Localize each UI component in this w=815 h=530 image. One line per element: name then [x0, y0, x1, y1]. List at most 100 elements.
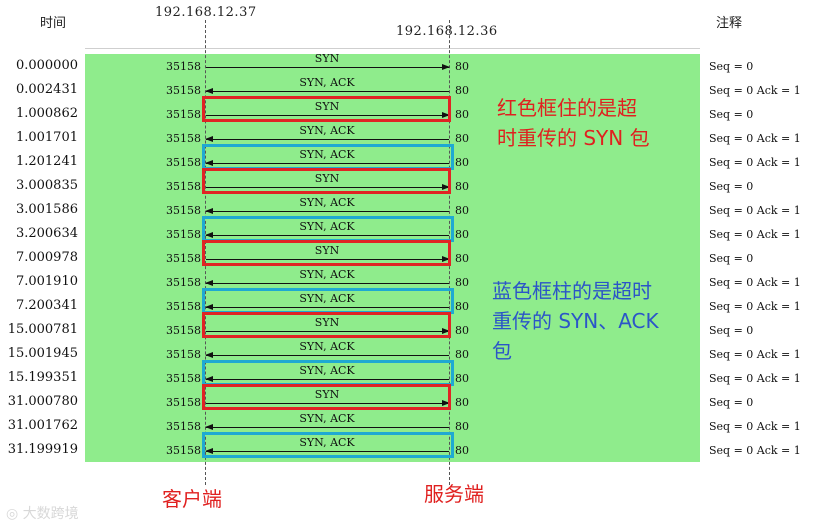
blue-box-annotation: 蓝色框柱的是超时 重传的 SYN、ACK 包: [492, 276, 659, 366]
row-dest-port: 80: [455, 108, 469, 121]
row-source-port: 35158: [166, 372, 201, 385]
row-source-port: 35158: [166, 204, 201, 217]
row-time: 0.002431: [15, 82, 78, 97]
row-time: 31.000780: [7, 394, 78, 409]
row-time: 31.001762: [7, 418, 78, 433]
client-label: 客户端: [162, 487, 222, 511]
arrow-server-to-client: [205, 304, 449, 310]
row-message-label: SYN, ACK: [299, 292, 355, 305]
row-time: 3.200634: [15, 226, 78, 241]
row-dest-port: 80: [455, 204, 469, 217]
watermark-text: 大数跨境: [22, 506, 79, 522]
server-ip-label: 192.168.12.36: [396, 24, 498, 39]
row-source-port: 35158: [166, 396, 201, 409]
row-dest-port: 80: [455, 228, 469, 241]
row-source-port: 35158: [166, 84, 201, 97]
row-message-label: SYN, ACK: [299, 76, 355, 89]
row-note: Seq = 0 Ack = 1: [709, 84, 801, 97]
row-message-label: SYN, ACK: [299, 364, 355, 377]
row-time: 7.000978: [15, 250, 78, 265]
row-note: Seq = 0 Ack = 1: [709, 156, 801, 169]
arrow-client-to-server: [206, 184, 450, 190]
row-note: Seq = 0: [709, 324, 754, 337]
row-message-label: SYN, ACK: [299, 124, 355, 137]
row-note: Seq = 0 Ack = 1: [709, 444, 801, 457]
note-column-header: 注释: [716, 16, 743, 31]
row-source-port: 35158: [166, 444, 201, 457]
row-dest-port: 80: [455, 372, 469, 385]
row-note: Seq = 0: [709, 396, 754, 409]
row-dest-port: 80: [455, 396, 469, 409]
row-note: Seq = 0: [709, 108, 754, 121]
row-source-port: 35158: [166, 300, 201, 313]
row-note: Seq = 0 Ack = 1: [709, 348, 801, 361]
row-note: Seq = 0: [709, 180, 754, 193]
row-note: Seq = 0 Ack = 1: [709, 228, 801, 241]
row-dest-port: 80: [455, 420, 469, 433]
watermark-logo-icon: ◎: [6, 506, 19, 522]
row-message-label: SYN: [314, 244, 340, 257]
row-time: 15.001945: [7, 346, 78, 361]
blue-annotation-line-2: 重传的 SYN、ACK: [492, 309, 659, 333]
arrow-server-to-client: [205, 280, 449, 286]
row-source-port: 35158: [166, 156, 201, 169]
arrow-server-to-client: [205, 88, 449, 94]
arrow-server-to-client: [205, 448, 449, 454]
row-time: 7.001910: [15, 274, 78, 289]
row-message-label: SYN: [314, 100, 340, 113]
row-source-port: 35158: [166, 180, 201, 193]
row-note: Seq = 0 Ack = 1: [709, 276, 801, 289]
row-time: 15.000781: [7, 322, 78, 337]
header-divider: [85, 48, 700, 49]
row-time: 3.000835: [15, 178, 78, 193]
row-time: 15.199351: [7, 370, 78, 385]
row-source-port: 35158: [166, 348, 201, 361]
row-message-label: SYN, ACK: [299, 148, 355, 161]
row-message-label: SYN, ACK: [299, 268, 355, 281]
row-message-label: SYN, ACK: [299, 220, 355, 233]
arrow-server-to-client: [205, 376, 449, 382]
row-message-label: SYN: [314, 388, 340, 401]
arrow-client-to-server: [206, 256, 450, 262]
row-message-label: SYN: [314, 52, 340, 65]
red-highlight-box: [202, 240, 451, 266]
row-time: 0.000000: [15, 58, 78, 73]
arrow-server-to-client: [205, 160, 449, 166]
row-source-port: 35158: [166, 228, 201, 241]
arrow-client-to-server: [206, 112, 450, 118]
arrow-client-to-server: [206, 328, 450, 334]
row-message-label: SYN: [314, 316, 340, 329]
red-annotation-line-2: 时重传的 SYN 包: [497, 126, 650, 150]
red-highlight-box: [202, 96, 451, 122]
blue-highlight-box: [202, 288, 454, 314]
arrow-server-to-client: [205, 208, 449, 214]
row-dest-port: 80: [455, 60, 469, 73]
row-dest-port: 80: [455, 180, 469, 193]
server-label: 服务端: [424, 482, 484, 506]
row-dest-port: 80: [455, 324, 469, 337]
row-message-label: SYN, ACK: [299, 436, 355, 449]
row-note: Seq = 0 Ack = 1: [709, 300, 801, 313]
client-ip-label: 192.168.12.37: [155, 5, 257, 20]
row-source-port: 35158: [166, 252, 201, 265]
client-lifeline: [205, 20, 206, 485]
red-annotation-line-1: 红色框住的是超: [497, 96, 637, 120]
arrow-server-to-client: [205, 136, 449, 142]
arrow-server-to-client: [205, 352, 449, 358]
sequence-area: [85, 54, 700, 462]
red-box-annotation: 红色框住的是超 时重传的 SYN 包: [497, 93, 650, 153]
blue-highlight-box: [202, 432, 454, 458]
row-note: Seq = 0: [709, 60, 754, 73]
arrow-server-to-client: [205, 232, 449, 238]
blue-highlight-box: [202, 144, 454, 170]
red-highlight-box: [202, 384, 451, 410]
row-dest-port: 80: [455, 132, 469, 145]
row-message-label: SYN, ACK: [299, 412, 355, 425]
row-source-port: 35158: [166, 132, 201, 145]
blue-annotation-line-3: 包: [492, 339, 512, 363]
row-dest-port: 80: [455, 348, 469, 361]
row-dest-port: 80: [455, 252, 469, 265]
watermark: ◎ 大数跨境: [6, 503, 79, 523]
row-time: 1.201241: [15, 154, 78, 169]
row-time: 31.199919: [7, 442, 78, 457]
